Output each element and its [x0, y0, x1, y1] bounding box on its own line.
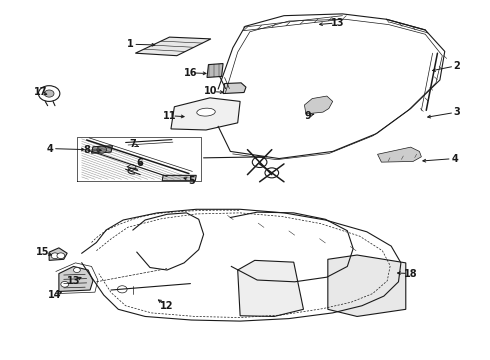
Text: 18: 18 — [404, 269, 417, 279]
Circle shape — [128, 165, 136, 170]
Text: 2: 2 — [454, 61, 460, 71]
Text: 13: 13 — [331, 18, 344, 28]
Circle shape — [61, 282, 69, 287]
Text: 11: 11 — [163, 111, 176, 121]
Polygon shape — [59, 266, 93, 292]
Text: 12: 12 — [160, 301, 174, 311]
Text: 4: 4 — [451, 154, 458, 163]
Text: 14: 14 — [48, 290, 62, 300]
Text: 7: 7 — [129, 139, 136, 149]
Circle shape — [51, 253, 59, 258]
Polygon shape — [377, 147, 421, 162]
Polygon shape — [162, 175, 196, 181]
Circle shape — [38, 86, 60, 102]
Circle shape — [265, 168, 279, 178]
Ellipse shape — [197, 108, 215, 116]
Circle shape — [74, 267, 80, 273]
Text: 4: 4 — [47, 144, 53, 154]
Polygon shape — [304, 96, 333, 114]
Circle shape — [97, 146, 107, 153]
Circle shape — [117, 286, 127, 293]
Text: 10: 10 — [204, 86, 218, 96]
Circle shape — [44, 90, 54, 97]
Polygon shape — [135, 37, 211, 56]
Circle shape — [252, 157, 267, 167]
Text: 15: 15 — [36, 247, 49, 257]
Text: 3: 3 — [454, 107, 460, 117]
Polygon shape — [238, 260, 303, 316]
Text: 5: 5 — [188, 176, 195, 186]
Text: 9: 9 — [305, 111, 312, 121]
Text: 6: 6 — [137, 158, 144, 168]
Text: 13: 13 — [67, 276, 80, 286]
Polygon shape — [49, 248, 67, 260]
Polygon shape — [207, 64, 223, 77]
Text: 1: 1 — [127, 39, 134, 49]
Polygon shape — [328, 255, 406, 316]
Text: 17: 17 — [34, 87, 47, 98]
Polygon shape — [92, 146, 113, 153]
Circle shape — [57, 253, 65, 258]
Text: 8: 8 — [83, 145, 90, 155]
Polygon shape — [223, 83, 246, 94]
Polygon shape — [171, 98, 240, 130]
Text: 16: 16 — [184, 68, 197, 78]
